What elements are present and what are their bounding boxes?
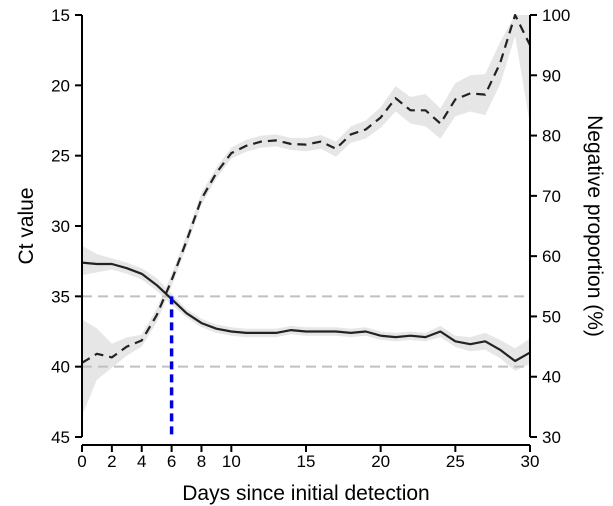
y-left-tick-label-20: 20 (51, 76, 70, 95)
y-left-tick-label-15: 15 (51, 6, 70, 25)
y-right-tick-label-90: 90 (542, 66, 561, 85)
x-tick-label-6: 6 (167, 452, 176, 471)
reference-lines (82, 295, 530, 368)
x-tick-label-30: 30 (521, 452, 540, 471)
x-tick-label-15: 15 (297, 452, 316, 471)
y-left-axis-title: Ct value (15, 187, 38, 264)
series-1-line (81, 13, 531, 364)
y-right-tick-label-40: 40 (542, 368, 561, 387)
y-left-tick-label-30: 30 (51, 217, 70, 236)
y-left-tick-label-25: 25 (51, 147, 70, 166)
x-tick-label-8: 8 (197, 452, 206, 471)
x-tick-label-2: 2 (107, 452, 116, 471)
y-left-tick-label-40: 40 (51, 358, 70, 377)
x-tick-label-20: 20 (371, 452, 390, 471)
y-right-tick-label-30: 30 (542, 428, 561, 447)
y-right-tick-label-100: 100 (542, 6, 570, 25)
y-right-tick-label-50: 50 (542, 307, 561, 326)
series-0-ribbon (82, 245, 530, 371)
y-left-tick-label-45: 45 (51, 428, 70, 447)
y-right-axis-title: Negative proportion (%) (583, 115, 606, 337)
y-left-tick-label-35: 35 (51, 287, 70, 306)
x-tick-label-10: 10 (222, 452, 241, 471)
x-tick-label-4: 4 (137, 452, 146, 471)
y-right-tick-label-70: 70 (542, 187, 561, 206)
series-1-ribbon (82, 15, 530, 416)
axes: 0 2 4 6 8 10 15 20 25 30 15 20 25 30 35 40 45 30 40 50 60 70 8… (51, 6, 570, 471)
y-right-tick-label-60: 60 (542, 247, 561, 266)
confidence-ribbons (82, 15, 530, 416)
x-tick-label-25: 25 (446, 452, 465, 471)
series-lines (81, 13, 531, 364)
x-axis-title: Days since initial detection (182, 482, 429, 505)
x-tick-label-0: 0 (77, 452, 86, 471)
y-right-tick-label-80: 80 (542, 127, 561, 146)
series-0-line (81, 261, 531, 363)
